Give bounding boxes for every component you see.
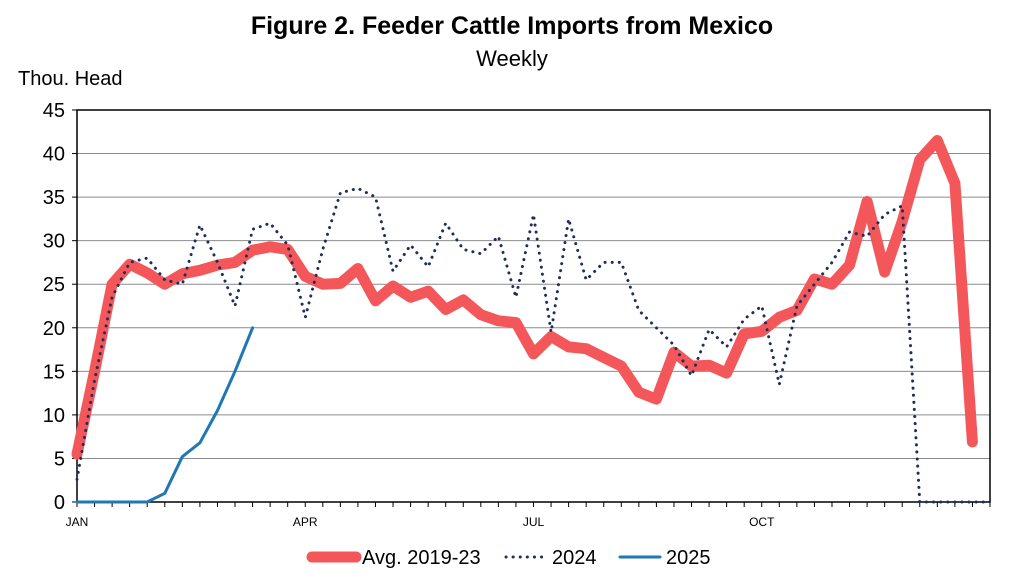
chart-subtitle: Weekly xyxy=(476,46,548,71)
y-tick-label: 25 xyxy=(43,274,65,296)
series-line-avg-2019-23 xyxy=(71,135,978,460)
x-tick-label: JAN xyxy=(66,515,89,529)
y-axis-ticks: 0 5 10 15 20 25 30 35 40 45 xyxy=(43,100,77,514)
x-axis-ticks: JAN APR JUL OCT xyxy=(66,502,991,529)
series-line-2025 xyxy=(75,326,255,504)
x-tick-label: APR xyxy=(293,515,318,529)
x-tick-label: OCT xyxy=(749,515,775,529)
legend-label: Avg. 2019-23 xyxy=(362,547,481,569)
y-tick-label: 5 xyxy=(54,448,65,470)
series-layer xyxy=(71,135,992,504)
y-tick-label: 20 xyxy=(43,318,65,340)
y-tick-label: 10 xyxy=(43,405,65,427)
y-tick-label: 40 xyxy=(43,144,65,166)
grid-lines xyxy=(77,153,990,459)
legend-label: 2025 xyxy=(666,547,711,569)
legend-label: 2024 xyxy=(552,547,597,569)
plot-area-frame xyxy=(76,109,991,503)
y-tick-label: 0 xyxy=(54,492,65,514)
chart-title: Figure 2. Feeder Cattle Imports from Mex… xyxy=(250,12,774,40)
legend: Avg. 2019-23 2024 2025 xyxy=(306,547,711,569)
y-axis-label: Thou. Head xyxy=(18,68,123,90)
y-tick-label: 35 xyxy=(43,187,65,209)
y-tick-label: 15 xyxy=(43,361,65,383)
y-tick-label: 45 xyxy=(43,100,65,122)
x-tick-label: JUL xyxy=(523,515,545,529)
y-tick-label: 30 xyxy=(43,231,65,253)
